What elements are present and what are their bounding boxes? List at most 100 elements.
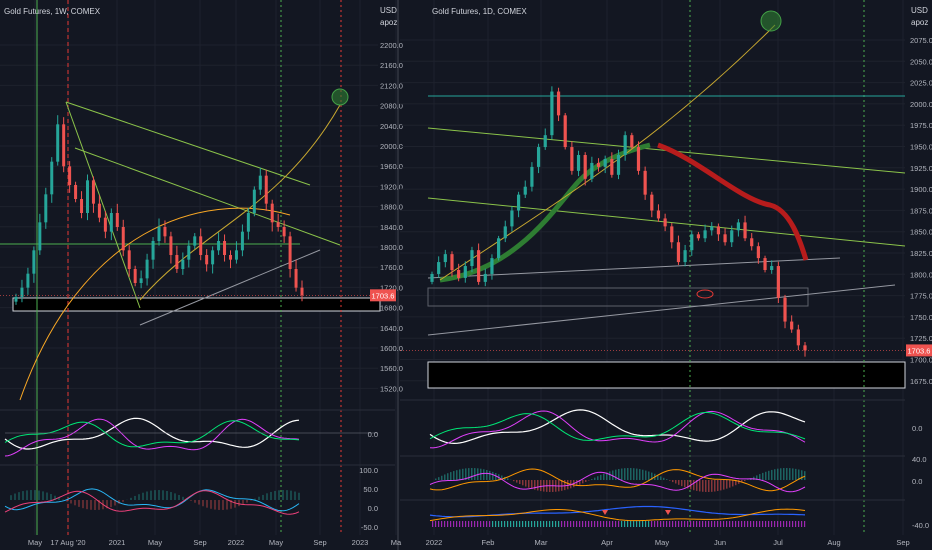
right-osc2-histogram-bar <box>714 480 716 492</box>
right-osc2-histogram-bar <box>663 477 665 480</box>
right-candle-body <box>636 147 641 171</box>
right-osc2-histogram-bar <box>636 468 638 480</box>
right-osc2-histogram-bar <box>801 470 803 480</box>
right-price-axis: 2075.0 2050.0 2025.0 2000.0 1975.0 1950.0 1925… <box>400 36 932 386</box>
left-osc2-histogram-bar <box>158 490 160 500</box>
right-osc3-bar <box>483 521 485 527</box>
right-osc2-histogram-bar <box>624 468 626 480</box>
right-osc1-line-magenta <box>429 410 806 449</box>
right-osc3-bar <box>597 521 599 527</box>
right-osc3-bar <box>456 521 458 527</box>
right-candle-body <box>763 258 767 270</box>
right-candle-body <box>536 147 541 167</box>
left-osc2-histogram-bar <box>38 490 40 500</box>
left-support-zone-box <box>12 297 381 312</box>
left-y-tick: 1840.0 <box>380 223 403 232</box>
right-osc2-histogram-bar <box>759 474 761 480</box>
left-trendline-upper <box>65 101 311 186</box>
right-x-tick: Jul <box>773 538 783 547</box>
right-osc3-bar <box>453 521 455 527</box>
right-osc3-bar <box>531 521 533 527</box>
right-osc2-histogram-bar <box>777 468 779 480</box>
right-osc2-histogram-bar <box>603 473 605 480</box>
left-last-price-tag <box>370 289 396 302</box>
right-osc3-bar <box>705 521 707 527</box>
left-osc2-histogram-bar <box>298 492 300 500</box>
right-candle-body <box>523 186 527 195</box>
right-osc2-histogram-bar <box>705 480 707 492</box>
right-osc3-bar <box>558 521 560 527</box>
right-candle-body <box>576 155 581 171</box>
right-last-price-label: 1703.6 <box>908 346 931 355</box>
right-x-tick: May <box>655 538 669 547</box>
right-osc3-bar <box>570 521 572 527</box>
right-osc3-sell-marker <box>665 510 671 515</box>
right-osc3-bar <box>549 521 551 527</box>
right-osc3-bar <box>468 521 470 527</box>
right-osc3-bar <box>678 521 680 527</box>
right-candle-body <box>443 254 447 263</box>
right-osc2-histogram-bar <box>582 480 584 484</box>
left-osc3-tick: 0.0 <box>368 504 378 513</box>
right-osc2-histogram-bar <box>522 480 524 486</box>
right-osc3-bar <box>738 521 740 527</box>
right-osc2-histogram-bar <box>696 480 698 491</box>
left-grid <box>0 0 397 535</box>
right-osc3-bar <box>774 521 776 527</box>
right-osc3-bar <box>495 521 497 527</box>
right-x-tick: Mar <box>535 538 548 547</box>
right-osc3-bar <box>654 521 656 527</box>
left-y-tick: 1800.0 <box>380 243 403 252</box>
left-candle-body <box>44 194 48 223</box>
right-projection-curve <box>439 24 776 281</box>
left-candle-body <box>240 231 244 251</box>
left-candle-body <box>115 213 119 227</box>
left-osc2-histogram-bar <box>122 500 124 502</box>
right-currency: USD <box>911 6 928 15</box>
right-candle-body <box>696 234 701 239</box>
right-osc3-bar <box>561 521 563 527</box>
right-x-tick: Apr <box>601 538 613 547</box>
right-osc3-bar <box>657 521 659 527</box>
left-y-tick: 1680.0 <box>380 304 403 313</box>
left-osc2-histogram-bar <box>250 500 252 501</box>
left-candles <box>14 115 304 305</box>
right-candle-body <box>730 230 734 243</box>
left-candle-body <box>38 222 42 251</box>
right-osc3-bar <box>759 521 761 527</box>
left-candle-body <box>187 245 191 260</box>
right-osc2-histogram-bar <box>657 475 659 480</box>
left-osc2-histogram-bar <box>286 490 288 500</box>
right-osc2-histogram-bar <box>753 476 755 480</box>
right-osc2-histogram-bar <box>687 480 689 489</box>
left-osc2-histogram-bar <box>238 500 240 507</box>
left-x-tick: Ma <box>391 538 402 547</box>
left-osc1-tick: 0.0 <box>368 430 378 439</box>
left-osc2-histogram-bar <box>198 500 200 505</box>
left-osc2-histogram-bar <box>150 490 152 500</box>
right-candle-body <box>650 194 654 211</box>
left-candle-body <box>14 297 18 302</box>
right-osc3-bar <box>615 521 617 527</box>
right-osc2-histogram-bar <box>567 480 569 490</box>
right-osc3-bar <box>447 521 449 527</box>
right-osc3-bar <box>636 521 638 527</box>
right-osc2-histogram-bar <box>681 480 683 487</box>
right-osc3-bar <box>450 521 452 527</box>
left-oscillators <box>4 417 378 515</box>
left-osc1-line-green <box>4 420 300 448</box>
right-y-tick: 1850.0 <box>910 228 932 237</box>
left-chart-panel[interactable]: 2200.0 2160.0 2120.0 2080.0 2040.0 2000.0 1960… <box>0 0 403 547</box>
left-candle-body <box>276 222 280 227</box>
right-osc3-bar <box>603 521 605 527</box>
right-candle-body <box>776 266 780 298</box>
right-osc3-bar <box>699 521 701 527</box>
left-osc2-histogram-bar <box>178 494 180 500</box>
left-y-tick: 2040.0 <box>380 122 403 131</box>
right-osc2-histogram-bar <box>726 480 728 489</box>
right-chart-panel[interactable]: 2075.0 2050.0 2025.0 2000.0 1975.0 1950.0 1925… <box>359 0 932 547</box>
left-unit: apoz <box>380 18 398 27</box>
left-y-tick: 2080.0 <box>380 102 403 111</box>
right-osc3-bar <box>648 521 650 527</box>
